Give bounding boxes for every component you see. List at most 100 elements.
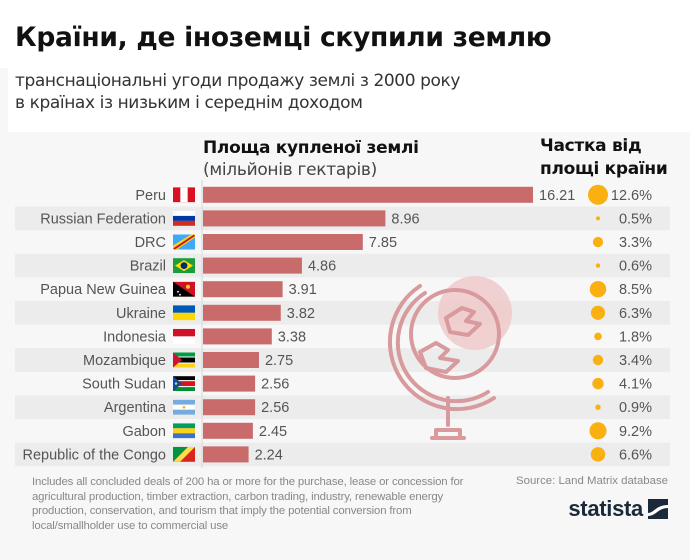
statista-logo-icon xyxy=(648,499,668,519)
bar xyxy=(203,186,533,203)
brazil-flag xyxy=(173,258,195,274)
flag-part xyxy=(173,356,195,358)
flag-part xyxy=(182,405,186,409)
share-label: 0.6% xyxy=(619,259,652,275)
ukraine-flag xyxy=(173,305,195,321)
share-label: 0.9% xyxy=(619,400,652,416)
share-dot xyxy=(590,305,606,320)
value-label: 7.85 xyxy=(369,235,397,251)
table-row: Indonesia 3.38 1.8% xyxy=(103,328,652,345)
flag-part xyxy=(173,386,195,388)
bar xyxy=(203,210,386,227)
value-label: 3.91 xyxy=(289,282,317,298)
flag-part xyxy=(173,376,182,392)
globe-continent-2 xyxy=(418,341,460,374)
share-dot xyxy=(589,280,607,298)
flag-part xyxy=(173,357,195,363)
table-row: Gabon 2.45 9.2% xyxy=(122,422,652,440)
country-label: South Sudan xyxy=(82,377,166,393)
globe-stand xyxy=(430,396,466,440)
indonesia-flag xyxy=(173,328,195,344)
russia-flag xyxy=(173,210,195,226)
country-label: Republic of the Congo xyxy=(23,447,167,463)
share-dot xyxy=(595,404,601,410)
flag-part xyxy=(173,234,195,250)
share-dot xyxy=(594,332,602,341)
table-row: Mozambique 2.75 3.4% xyxy=(83,352,652,369)
country-label: DRC xyxy=(135,235,166,251)
flag-part xyxy=(173,220,195,226)
row-stripe xyxy=(15,253,670,278)
statista-logo[interactable]: statista xyxy=(568,496,668,522)
flag-part xyxy=(173,446,195,462)
share-label: 9.2% xyxy=(619,424,652,440)
table-row: Ukraine 3.82 6.3% xyxy=(116,304,652,322)
flag-part xyxy=(173,281,195,297)
table-row: Brazil 4.86 0.6% xyxy=(130,257,652,275)
share-dot xyxy=(596,216,600,221)
bars-column-header: Площа купленої землі (мільйонів гектарів… xyxy=(203,137,419,181)
share-label: 0.5% xyxy=(619,211,652,227)
share-label: 6.6% xyxy=(619,447,652,463)
flag-part xyxy=(173,409,195,415)
flag-part xyxy=(173,433,195,439)
value-label: 2.24 xyxy=(255,447,283,463)
bar xyxy=(203,352,259,368)
flag-part xyxy=(173,352,182,368)
country-label: Peru xyxy=(135,188,166,204)
png-flag xyxy=(173,281,195,297)
table-row: Republic of the Congo 2.24 6.6% xyxy=(23,446,652,463)
statista-logo-text: statista xyxy=(568,496,643,521)
table-row: Peru 16.21 12.6% xyxy=(135,184,652,205)
share-dot xyxy=(590,447,606,462)
value-label: 3.38 xyxy=(278,329,306,345)
globe-sphere xyxy=(409,288,501,380)
country-label: Brazil xyxy=(130,259,166,275)
flag-part xyxy=(174,382,178,385)
country-label: Gabon xyxy=(122,424,166,440)
value-label: 2.56 xyxy=(261,400,289,416)
bar xyxy=(203,257,302,274)
bar xyxy=(203,281,283,298)
share-dot xyxy=(592,354,604,366)
share-label: 8.5% xyxy=(619,282,652,298)
flag-part xyxy=(173,336,195,344)
row-stripe xyxy=(15,301,670,325)
table-row: Papua New Guinea 3.91 8.5% xyxy=(40,280,652,298)
bar-chart: Peru 16.21 12.6% Russian Federation 8.96 0.5%… xyxy=(15,180,670,468)
globe-icon xyxy=(387,276,512,440)
bar xyxy=(203,234,363,250)
share-dot xyxy=(589,422,607,440)
chart-rows: Peru 16.21 12.6% Russian Federation 8.96 0.5%… xyxy=(23,184,652,463)
share-dot xyxy=(588,184,608,205)
country-label: Mozambique xyxy=(83,353,166,369)
bar xyxy=(203,304,281,321)
flag-part xyxy=(173,362,195,364)
flag-part xyxy=(173,428,195,434)
gabon-flag xyxy=(173,423,195,439)
value-label: 4.86 xyxy=(308,259,336,275)
congo-flag xyxy=(173,446,195,462)
flag-part xyxy=(173,210,195,216)
value-label: 2.75 xyxy=(265,353,293,369)
table-row: DRC 7.85 3.3% xyxy=(135,234,652,251)
table-row: Russian Federation 8.96 0.5% xyxy=(40,210,652,227)
value-label: 2.56 xyxy=(261,377,289,393)
bars-column-unit: (мільйонів гектарів) xyxy=(203,160,377,180)
bar xyxy=(203,375,256,392)
chart-title: Країни, де іноземці скупили землю xyxy=(15,22,552,53)
flag-part xyxy=(173,386,195,392)
bar xyxy=(203,446,249,463)
flag-part xyxy=(173,380,195,382)
globe-outer-arc xyxy=(387,284,496,412)
flag-part xyxy=(173,352,195,358)
country-label: Papua New Guinea xyxy=(40,282,167,298)
source-link[interactable]: Source: Land Matrix database xyxy=(516,475,668,487)
flag-part xyxy=(173,215,195,221)
table-row: South Sudan 2.56 4.1% xyxy=(82,375,652,393)
flag-part xyxy=(177,290,179,293)
share-dot xyxy=(592,236,604,248)
share-label: 1.8% xyxy=(619,329,652,345)
share-label: 6.3% xyxy=(619,306,652,322)
south-sudan-flag xyxy=(173,376,195,392)
